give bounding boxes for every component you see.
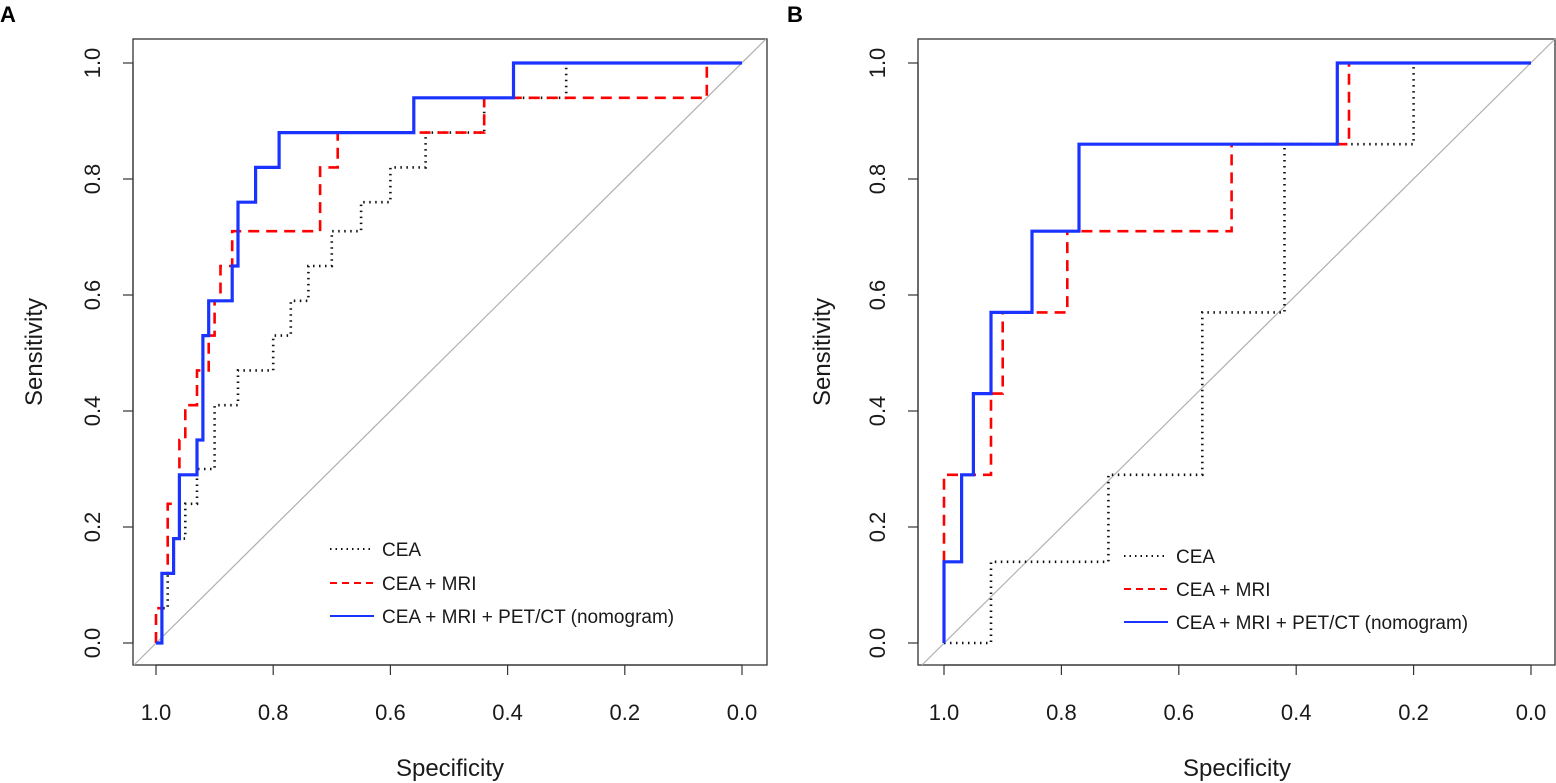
legend-label-cea: CEA xyxy=(1176,547,1215,568)
y-tick-label: 0.4 xyxy=(865,396,890,427)
x-tick-label: 0.0 xyxy=(727,700,758,725)
panel-label: A xyxy=(0,2,16,27)
x-tick-label: 1.0 xyxy=(141,700,172,725)
panel-b: B 1.0 0.8 0.6 0.4 0.2 0.0 0.0 0.2 0.4 0.6 0.8 1.0 S… xyxy=(787,2,1556,782)
x-tick-label: 0.8 xyxy=(1046,700,1077,725)
legend: CEA CEA + MRI CEA + MRI + PET/CT (nomogr… xyxy=(1124,547,1468,634)
y-tick-label: 1.0 xyxy=(865,48,890,79)
y-tick-label: 0.8 xyxy=(865,164,890,195)
x-tick-label: 1.0 xyxy=(929,700,960,725)
reference-diagonal xyxy=(133,38,767,666)
y-tick-label: 0.8 xyxy=(80,164,105,195)
series-line-dashed xyxy=(942,61,1531,562)
legend-label-cea-mri: CEA + MRI xyxy=(382,574,477,595)
series-line-dotted xyxy=(156,61,742,645)
x-axis-label: Specificity xyxy=(396,755,504,782)
y-tick-label: 0.2 xyxy=(80,512,105,543)
y-tick-label: 0.6 xyxy=(865,280,890,311)
x-tick-label: 0.6 xyxy=(1164,700,1195,725)
reference-diagonal xyxy=(921,38,1556,666)
x-tick-label: 0.4 xyxy=(492,700,523,725)
series-line-dotted xyxy=(944,61,1531,645)
x-tick-label: 0.0 xyxy=(1516,700,1547,725)
legend-label-cea: CEA xyxy=(382,540,421,561)
legend: CEA CEA + MRI CEA + MRI + PET/CT (nomogr… xyxy=(330,540,674,628)
panel-label: B xyxy=(787,2,803,27)
y-tick-label: 0.2 xyxy=(865,512,890,543)
panel-a: A 1.0 0.8 0.6 0.4 0.2 0.0 0.0 0.2 0.4 0.6 0.8 1.0 S… xyxy=(0,2,768,782)
legend-label-cea-mri: CEA + MRI xyxy=(1176,580,1271,601)
y-tick-label: 0.0 xyxy=(80,628,105,659)
y-tick-label: 0.0 xyxy=(865,628,890,659)
x-tick-label: 0.2 xyxy=(610,700,641,725)
y-tick-label: 0.6 xyxy=(80,280,105,311)
y-axis-label: Sensitivity xyxy=(21,298,48,406)
x-tick-label: 0.6 xyxy=(375,700,406,725)
series-line-solid xyxy=(156,61,742,645)
legend-label-nomogram: CEA + MRI + PET/CT (nomogram) xyxy=(1176,613,1468,634)
y-tick-label: 0.4 xyxy=(80,396,105,427)
x-tick-label: 0.2 xyxy=(1398,700,1429,725)
x-tick-label: 0.8 xyxy=(258,700,289,725)
y-axis-label: Sensitivity xyxy=(809,298,836,406)
legend-label-nomogram: CEA + MRI + PET/CT (nomogram) xyxy=(382,607,674,628)
x-axis-label: Specificity xyxy=(1183,755,1291,782)
series-line-solid xyxy=(942,61,1531,643)
x-tick-label: 0.4 xyxy=(1281,700,1312,725)
y-tick-label: 1.0 xyxy=(80,48,105,79)
